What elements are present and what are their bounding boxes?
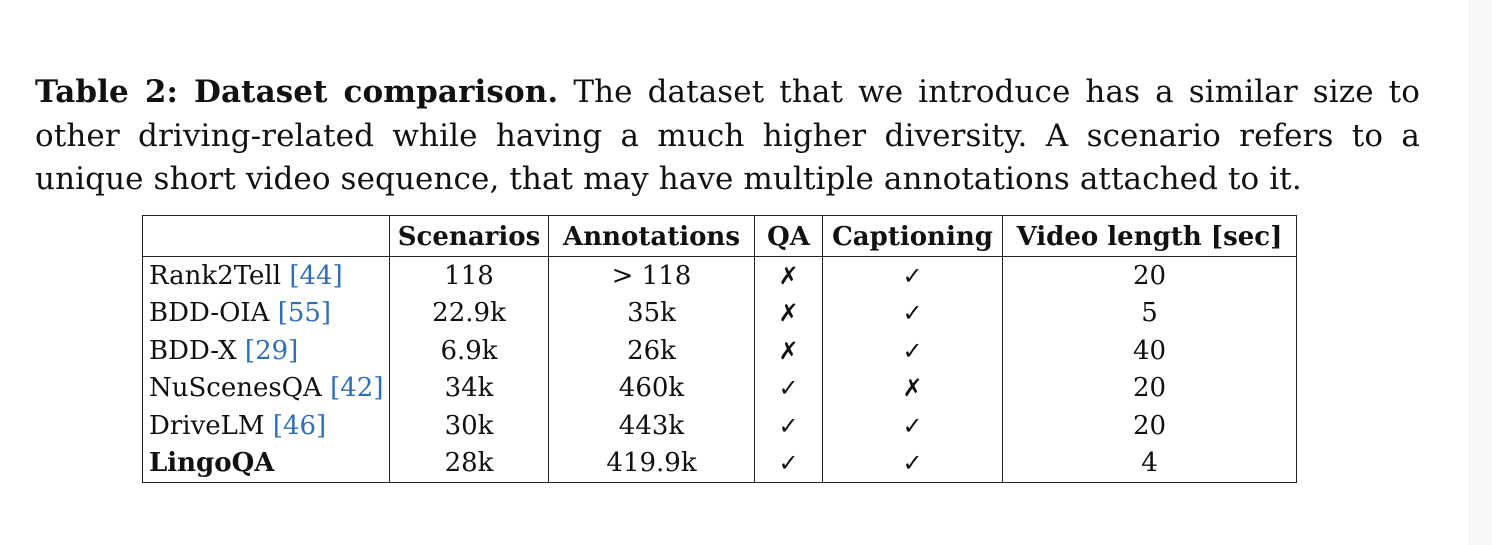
captioning-cell: ✓ (822, 332, 1003, 370)
scenarios-cell: 34k (389, 369, 549, 407)
caption-text: The dataset that we introduce has a simi… (35, 74, 1420, 197)
captioning-cell: ✓ (822, 407, 1003, 445)
annotations-cell: 460k (548, 369, 755, 407)
captioning-cell: ✓ (822, 256, 1003, 295)
video-length-cell: 20 (1002, 369, 1297, 407)
video-length-cell: 40 (1002, 332, 1297, 370)
table-row: BDD-X [29] 6.9k 26k ✗ ✓ 40 (142, 332, 1297, 370)
dataset-name-cell: NuScenesQA [42] (142, 369, 390, 407)
dataset-name: DriveLM (149, 410, 265, 441)
dataset-name: Rank2Tell (149, 260, 282, 291)
scenarios-cell: 28k (389, 444, 549, 483)
scenarios-cell: 30k (389, 407, 549, 445)
captioning-cell: ✓ (822, 444, 1003, 483)
captioning-cell: ✓ (822, 294, 1003, 332)
citation-link[interactable]: [46] (272, 410, 327, 441)
dataset-name-cell: LingoQA (142, 444, 390, 483)
citation-link[interactable]: [29] (244, 335, 299, 366)
table-row: DriveLM [46] 30k 443k ✓ ✓ 20 (142, 407, 1297, 445)
dataset-name-cell: DriveLM [46] (142, 407, 390, 445)
table-row: LingoQA 28k 419.9k ✓ ✓ 4 (142, 444, 1297, 483)
citation-link[interactable]: [42] (330, 373, 384, 404)
table-row: NuScenesQA [42] 34k 460k ✓ ✗ 20 (142, 369, 1297, 407)
qa-cell: ✗ (754, 294, 823, 332)
citation-link[interactable]: [55] (277, 298, 332, 329)
dataset-name: BDD-OIA (149, 298, 270, 329)
qa-cell: ✗ (754, 332, 823, 370)
video-length-cell: 20 (1002, 407, 1297, 445)
table-caption: Table 2: Dataset comparison. The dataset… (35, 71, 1420, 202)
dataset-name-cell: BDD-OIA [55] (142, 294, 390, 332)
video-length-cell: 20 (1002, 256, 1297, 295)
annotations-cell: 26k (548, 332, 755, 370)
dataset-name: LingoQA (149, 448, 275, 479)
dataset-name-cell: Rank2Tell [44] (142, 256, 390, 295)
scenarios-cell: 6.9k (389, 332, 549, 370)
table-header-row: Scenarios Annotations QA Captioning Vide… (142, 215, 1297, 257)
annotations-cell: 443k (548, 407, 755, 445)
video-length-cell: 4 (1002, 444, 1297, 483)
header-annotations: Annotations (548, 215, 755, 257)
qa-cell: ✓ (754, 369, 823, 407)
header-scenarios: Scenarios (389, 215, 549, 257)
dataset-name: NuScenesQA (149, 373, 322, 404)
header-captioning: Captioning (822, 215, 1003, 257)
header-method (142, 215, 390, 257)
captioning-cell: ✗ (822, 369, 1003, 407)
dataset-name-cell: BDD-X [29] (142, 332, 390, 370)
qa-cell: ✓ (754, 407, 823, 445)
dataset-name: BDD-X (149, 335, 237, 366)
qa-cell: ✓ (754, 444, 823, 483)
video-length-cell: 5 (1002, 294, 1297, 332)
scenarios-cell: 118 (389, 256, 549, 295)
header-qa: QA (754, 215, 823, 257)
header-video-length: Video length [sec] (1002, 215, 1297, 257)
qa-cell: ✗ (754, 256, 823, 295)
caption-lead: Table 2: Dataset comparison. (35, 74, 559, 110)
scenarios-cell: 22.9k (389, 294, 549, 332)
table-row: BDD-OIA [55] 22.9k 35k ✗ ✓ 5 (142, 294, 1297, 332)
table-row: Rank2Tell [44] 118 > 118 ✗ ✓ 20 (142, 256, 1297, 295)
annotations-cell: 35k (548, 294, 755, 332)
dataset-comparison-table: Scenarios Annotations QA Captioning Vide… (142, 215, 1297, 483)
page-edge-strip (1468, 0, 1492, 545)
annotations-cell: 419.9k (548, 444, 755, 483)
citation-link[interactable]: [44] (289, 260, 343, 291)
annotations-cell: > 118 (548, 256, 755, 295)
